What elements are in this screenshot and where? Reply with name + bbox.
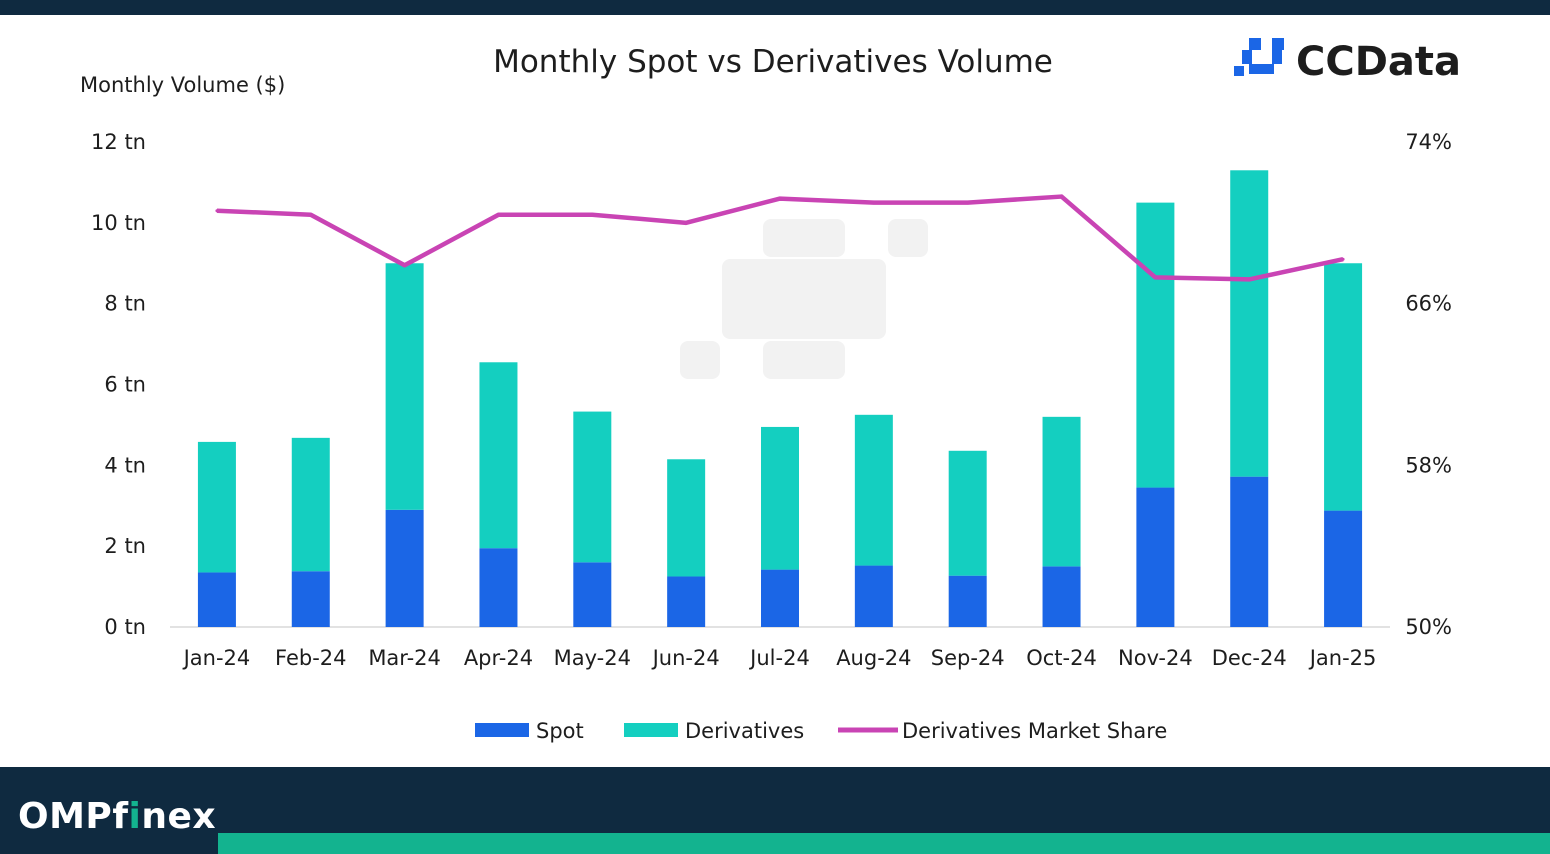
line-point-market-share [496, 213, 500, 217]
x-tick-label: Jun-24 [651, 646, 720, 670]
y2-tick-label: 50% [1405, 615, 1452, 639]
bar-spot [1136, 487, 1175, 627]
line-point-market-share [966, 201, 970, 205]
omp-finex-logo: OMPfinex [18, 796, 216, 837]
bar-derivatives [1230, 170, 1269, 477]
y-tick-label: 8 tn [104, 292, 146, 316]
ccdata-logo: CCData [1234, 38, 1461, 85]
y-tick-label: 6 tn [104, 373, 146, 397]
omp-logo-f: f [112, 796, 129, 837]
y2-tick-label: 74% [1405, 130, 1452, 154]
x-tick-label: Sep-24 [931, 646, 1005, 670]
bar-spot [385, 509, 424, 627]
ccdata-wordmark: CCData [1296, 39, 1461, 85]
line-point-market-share [1341, 257, 1345, 261]
line-point-market-share [403, 263, 407, 267]
chart-title: Monthly Spot vs Derivatives Volume [493, 44, 1053, 80]
omp-logo-part: OMP [18, 796, 113, 837]
line-point-market-share [1060, 195, 1064, 199]
market-share-line [215, 194, 1345, 282]
bar-derivatives [761, 426, 799, 570]
bar-derivatives [1136, 202, 1175, 488]
bar-spot [1230, 476, 1269, 627]
footer-stripe [218, 833, 1550, 854]
bar-derivatives [385, 263, 424, 510]
bar-derivatives [948, 450, 987, 576]
bar-spot [761, 569, 799, 627]
legend-swatch-spot [475, 723, 529, 737]
line-point-market-share [309, 213, 313, 217]
watermark-logo [680, 219, 928, 379]
x-tick-label: Aug-24 [836, 646, 911, 670]
y-axis-ticks: 0 tn 2 tn 4 tn 6 tn 8 tn 10 tn 12 tn [91, 130, 146, 639]
bar-spot [854, 565, 893, 627]
bar-spot [1324, 510, 1363, 627]
line-point-market-share [778, 197, 782, 201]
top-band [0, 0, 1550, 15]
chart-card [0, 15, 1550, 767]
bar-spot [479, 548, 518, 627]
bar-spot [291, 571, 330, 627]
line-point-market-share [684, 221, 688, 225]
omp-logo-i: i [128, 796, 142, 837]
bar-derivatives [1042, 416, 1081, 567]
y2-axis-ticks: 50% 58% 66% 74% [1405, 130, 1452, 639]
line-point-market-share [590, 213, 594, 217]
y-tick-label: 12 tn [91, 130, 146, 154]
bar-derivatives [573, 411, 612, 563]
y2-tick-label: 58% [1405, 453, 1452, 477]
bar-spot [948, 575, 987, 627]
line-point-market-share [872, 201, 876, 205]
x-axis-ticks: Jan-24 Feb-24 Mar-24 Apr-24 May-24 Jun-24 Jul-… [182, 646, 1377, 670]
bar-spot [667, 576, 706, 627]
bars [197, 170, 1363, 627]
x-tick-label: Jan-24 [182, 646, 251, 670]
bar-derivatives [197, 441, 236, 573]
x-tick-label: Dec-24 [1212, 646, 1287, 670]
x-tick-label: Mar-24 [368, 646, 441, 670]
line-point-market-share [215, 209, 219, 213]
omp-logo-rest: nex [141, 796, 217, 837]
y-tick-label: 4 tn [104, 453, 146, 477]
ccdata-logo-icon [1234, 38, 1284, 76]
x-tick-label: May-24 [554, 646, 631, 670]
bar-derivatives [291, 437, 330, 572]
legend: Spot Derivatives Derivatives Market Shar… [475, 719, 1167, 743]
bar-derivatives [1324, 263, 1363, 511]
legend-label-share: Derivatives Market Share [902, 719, 1167, 743]
x-tick-label: Apr-24 [464, 646, 533, 670]
bar-derivatives [479, 362, 518, 549]
bar-spot [573, 562, 612, 627]
bar-derivatives [854, 414, 893, 566]
y-axis-title: Monthly Volume ($) [80, 73, 285, 97]
legend-swatch-derivatives [624, 723, 678, 737]
x-tick-label: Feb-24 [275, 646, 346, 670]
x-tick-label: Nov-24 [1118, 646, 1193, 670]
y-tick-label: 10 tn [91, 211, 146, 235]
x-tick-label: Jul-24 [748, 646, 810, 670]
line-point-market-share [1247, 277, 1251, 281]
x-tick-label: Jan-25 [1308, 646, 1377, 670]
bar-spot [1042, 566, 1081, 627]
bar-derivatives [667, 459, 706, 577]
y-tick-label: 0 tn [104, 615, 146, 639]
legend-label-spot: Spot [536, 719, 584, 743]
y2-tick-label: 66% [1405, 292, 1452, 316]
x-tick-label: Oct-24 [1026, 646, 1097, 670]
y-tick-label: 2 tn [104, 534, 146, 558]
line-point-market-share [1153, 275, 1157, 279]
legend-label-derivatives: Derivatives [685, 719, 804, 743]
bar-spot [197, 572, 236, 627]
